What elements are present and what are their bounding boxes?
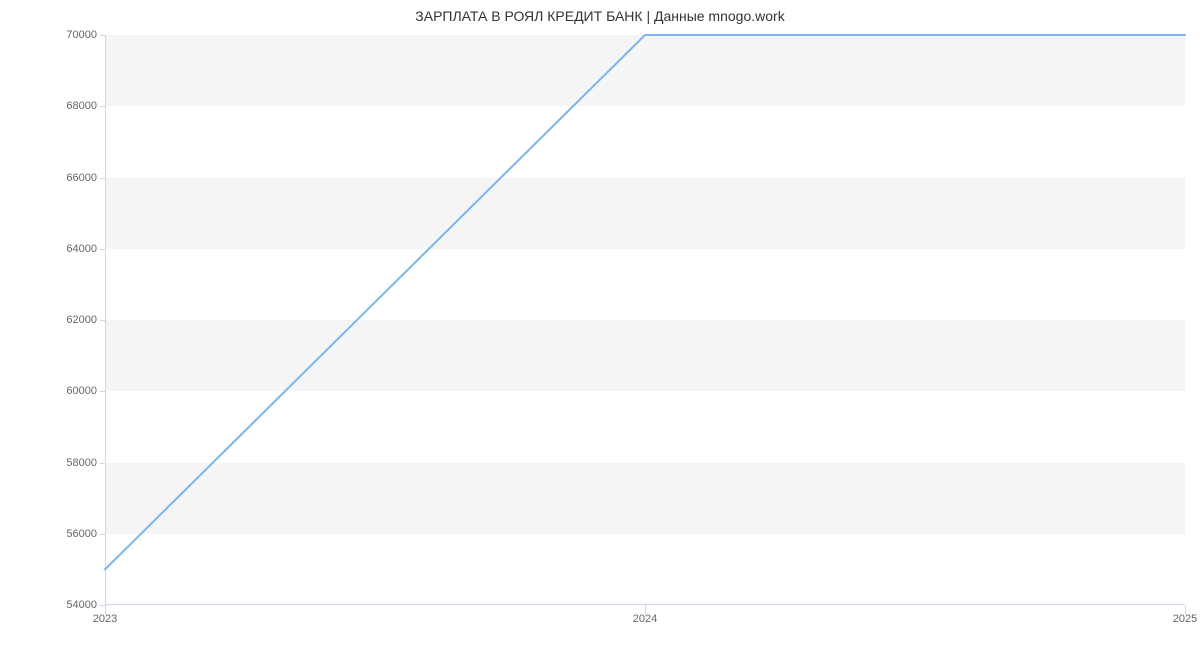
y-axis-tick [100,249,105,250]
series-line [105,35,1185,569]
plot-area: 5400056000580006000062000640006600068000… [105,35,1185,605]
x-axis-tick [645,605,646,615]
y-axis-tick [100,178,105,179]
line-series [105,35,1185,605]
chart-title: ЗАРПЛАТА В РОЯЛ КРЕДИТ БАНК | Данные mno… [0,8,1200,24]
y-axis-tick [100,391,105,392]
y-axis-tick [100,35,105,36]
y-axis-tick [100,320,105,321]
y-axis-tick [100,534,105,535]
x-axis-tick [105,605,106,615]
salary-chart: ЗАРПЛАТА В РОЯЛ КРЕДИТ БАНК | Данные mno… [0,0,1200,650]
y-axis-tick [100,463,105,464]
y-axis-tick [100,106,105,107]
x-axis-tick [1185,605,1186,615]
